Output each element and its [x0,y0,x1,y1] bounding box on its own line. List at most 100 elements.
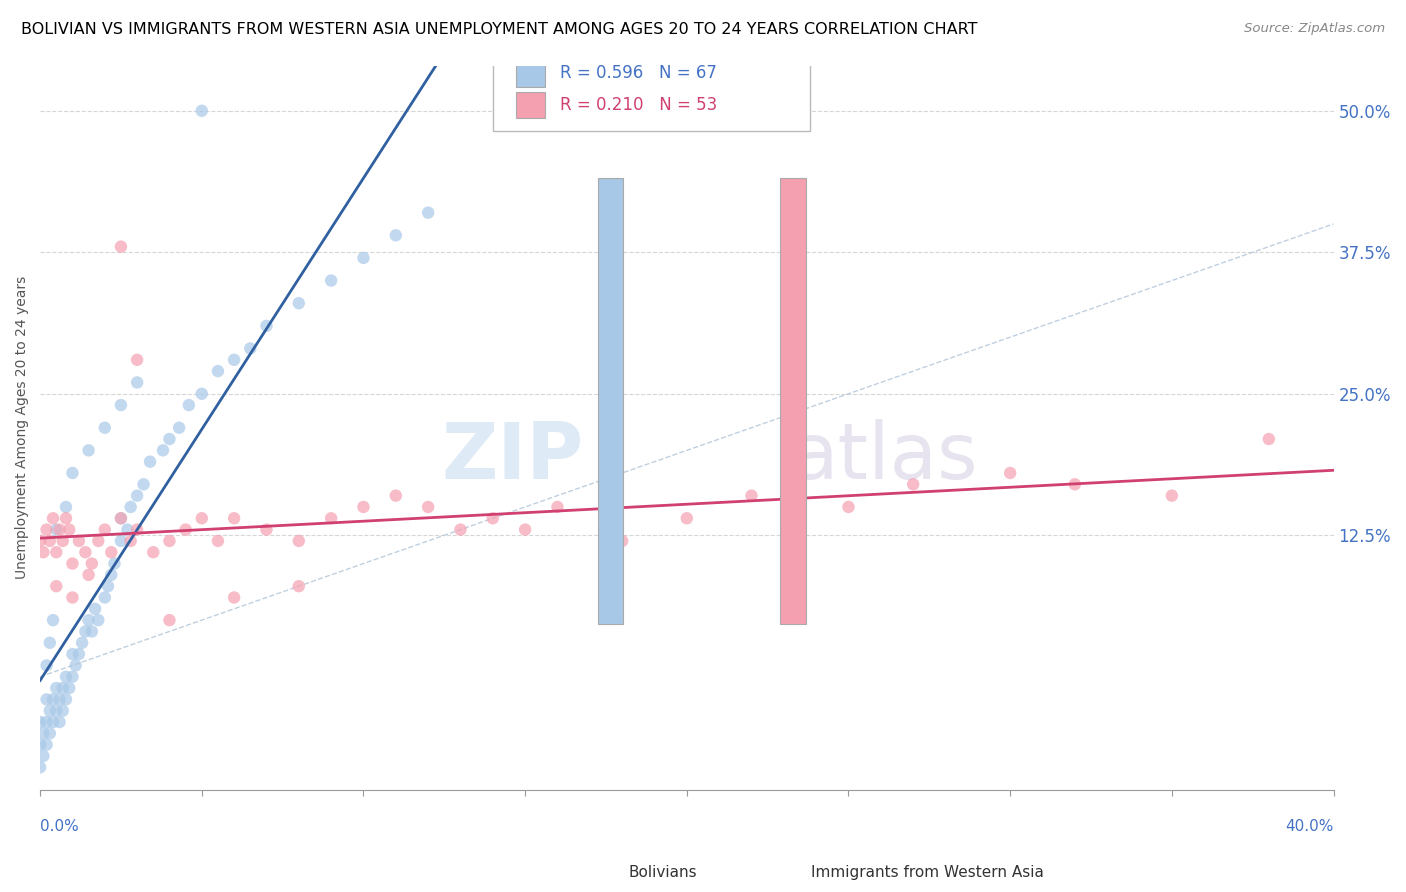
Point [110,398,132,412]
Text: ZIP: ZIP [441,418,583,495]
Point [546,500,568,514]
Point [45,704,67,718]
Point [998,466,1021,480]
Point [42,511,65,525]
Point [675,511,697,525]
Point [38,704,60,718]
Point [62,647,84,661]
Point [35,714,58,729]
Point [45,545,67,559]
Point [1063,477,1085,491]
Point [52,704,75,718]
Point [142,545,165,559]
Point [97,579,120,593]
Point [77,443,100,458]
Point [30,714,52,729]
Point [239,342,262,356]
Point [48,692,70,706]
Point [207,533,229,548]
Point [94,591,117,605]
Point [62,557,84,571]
Point [62,591,84,605]
Point [38,726,60,740]
Point [58,681,80,695]
Point [42,613,65,627]
Y-axis label: Unemployment Among Ages 20 to 24 years: Unemployment Among Ages 20 to 24 years [15,277,30,579]
Point [103,557,125,571]
Point [120,500,142,514]
Point [740,489,762,503]
Point [87,533,110,548]
Point [100,567,122,582]
Point [385,228,408,243]
Point [1160,489,1182,503]
Point [35,738,58,752]
Point [62,670,84,684]
Point [62,466,84,480]
Point [67,647,90,661]
Point [52,533,75,548]
Point [110,239,132,253]
Text: R = 0.596   N = 67: R = 0.596 N = 67 [560,64,717,82]
Point [55,500,77,514]
Point [418,205,440,219]
Point [42,714,65,729]
Point [174,523,197,537]
Point [353,500,375,514]
Point [75,624,97,639]
Point [45,523,67,537]
Point [127,352,149,367]
Bar [516,92,544,118]
Point [70,636,93,650]
Point [30,533,52,548]
Point [132,477,155,491]
Text: atlas: atlas [790,418,977,495]
Point [30,760,52,774]
Point [224,591,246,605]
Point [224,352,246,367]
Point [94,523,117,537]
Point [67,533,90,548]
Point [610,533,633,548]
Point [450,523,472,537]
Point [58,523,80,537]
Point [127,523,149,537]
Point [55,670,77,684]
Point [65,658,87,673]
Point [120,533,142,548]
Text: 40.0%: 40.0% [1285,819,1333,834]
Point [32,726,55,740]
Point [901,477,924,491]
Point [191,511,214,525]
Point [224,511,246,525]
Point [48,523,70,537]
Point [139,455,162,469]
Point [84,602,107,616]
FancyBboxPatch shape [492,54,810,131]
Point [94,421,117,435]
Text: 0.0%: 0.0% [41,819,79,834]
Point [191,103,214,118]
Point [191,386,214,401]
Bar [516,61,544,87]
Point [288,296,311,310]
Point [77,567,100,582]
Point [42,692,65,706]
Point [45,681,67,695]
Point [167,421,190,435]
Text: Source: ZipAtlas.com: Source: ZipAtlas.com [1244,22,1385,36]
Point [80,624,103,639]
Point [110,511,132,525]
Point [35,692,58,706]
Point [75,545,97,559]
Point [77,613,100,627]
Point [207,364,229,378]
Point [55,692,77,706]
Text: Immigrants from Western Asia: Immigrants from Western Asia [811,865,1045,880]
Point [48,714,70,729]
Point [385,489,408,503]
Point [45,579,67,593]
Point [52,681,75,695]
Point [159,533,181,548]
Point [87,613,110,627]
